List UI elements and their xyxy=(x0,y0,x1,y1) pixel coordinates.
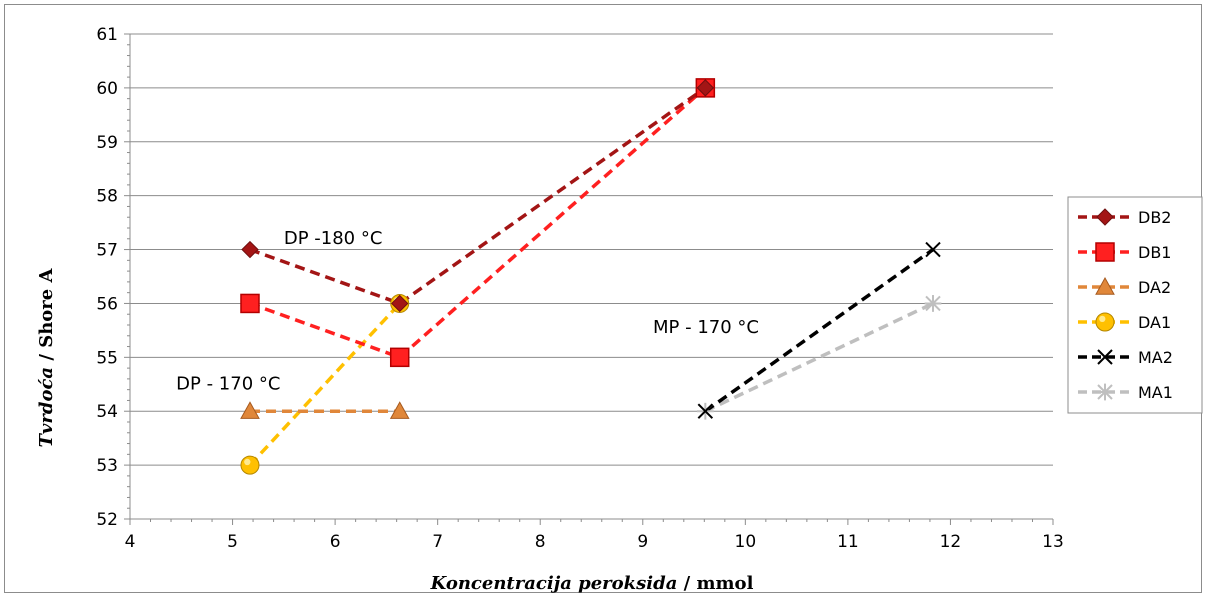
series-line-db1 xyxy=(249,86,707,360)
series-line-db2 xyxy=(249,86,707,306)
legend-marker xyxy=(1097,349,1113,365)
annotation-label: MP - 170 °C xyxy=(653,317,759,338)
x-tick-label: 9 xyxy=(637,532,648,552)
x-axis-title: Koncentracija peroksida / mmol xyxy=(430,573,754,594)
series-line-da1 xyxy=(248,302,402,467)
series-line-ma1 xyxy=(704,301,934,413)
series-markers xyxy=(240,78,942,475)
gridlines xyxy=(130,33,1053,466)
y-tick-label: 53 xyxy=(96,456,118,476)
legend-label: DB2 xyxy=(1138,208,1171,227)
legend-item-da1: DA1 xyxy=(1078,312,1171,332)
legend-item-ma1: MA1 xyxy=(1078,383,1173,402)
legend-box xyxy=(1067,196,1203,414)
annotation-label: DP - 170 °C xyxy=(176,374,280,395)
y-axis-title: Tvrdoća / Shore A xyxy=(36,268,57,448)
y-tick-label: 60 xyxy=(96,79,118,99)
legend-label: DA1 xyxy=(1138,313,1171,332)
y-tick-label: 55 xyxy=(96,348,118,368)
point-db1 xyxy=(389,347,410,368)
point-ma2 xyxy=(697,403,714,419)
x-tick-label: 8 xyxy=(535,532,546,552)
point-db2 xyxy=(696,79,715,97)
legend-marker xyxy=(1095,312,1115,332)
legend-marker xyxy=(1096,208,1114,226)
annotations: DP -180 °C DP - 170 °C MP - 170 °C xyxy=(176,228,759,394)
legend-item-db2: DB2 xyxy=(1078,208,1171,227)
legend-marker xyxy=(1096,383,1114,401)
legend-item-db1: DB1 xyxy=(1078,242,1171,262)
x-tick-label: 13 xyxy=(1042,532,1064,552)
legend-marker xyxy=(1095,276,1115,295)
point-db1 xyxy=(240,293,260,314)
y-tick-label: 57 xyxy=(96,241,118,261)
y-tick-label: 61 xyxy=(96,25,118,45)
point-ma1 xyxy=(924,295,942,312)
legend-item-da2: DA2 xyxy=(1078,276,1171,297)
legend: DB2 DB1 DA2 DA1 MA2 MA1 xyxy=(1067,196,1203,414)
x-tick-label: 11 xyxy=(837,532,859,552)
x-tick-label: 10 xyxy=(735,532,757,552)
x-tick-label: 7 xyxy=(432,532,443,552)
point-da2 xyxy=(240,401,260,419)
point-da2 xyxy=(389,401,410,419)
point-ma2 xyxy=(925,241,941,258)
y-tick-label: 56 xyxy=(96,294,118,314)
y-tick-label: 52 xyxy=(96,510,118,530)
point-db2 xyxy=(241,240,259,259)
legend-label: MA1 xyxy=(1138,383,1173,402)
x-tick-label: 12 xyxy=(940,532,962,552)
series-line-ma2 xyxy=(704,248,935,413)
series-lines xyxy=(248,86,935,467)
legend-label: MA2 xyxy=(1138,348,1173,367)
legend-item-ma2: MA2 xyxy=(1078,348,1173,367)
legend-marker xyxy=(1095,242,1115,262)
x-tick-label: 4 xyxy=(125,532,136,552)
x-tick-label: 6 xyxy=(330,532,341,552)
legend-label: DA2 xyxy=(1138,278,1171,297)
y-tick-label: 58 xyxy=(96,187,118,207)
legend-label: DB1 xyxy=(1138,243,1171,262)
point-db2 xyxy=(391,294,409,313)
point-da1 xyxy=(240,455,260,475)
x-tick-label: 5 xyxy=(227,532,238,552)
y-tick-label: 59 xyxy=(96,133,118,153)
y-tick-label: 54 xyxy=(96,402,118,422)
annotation-label: DP -180 °C xyxy=(284,228,383,249)
